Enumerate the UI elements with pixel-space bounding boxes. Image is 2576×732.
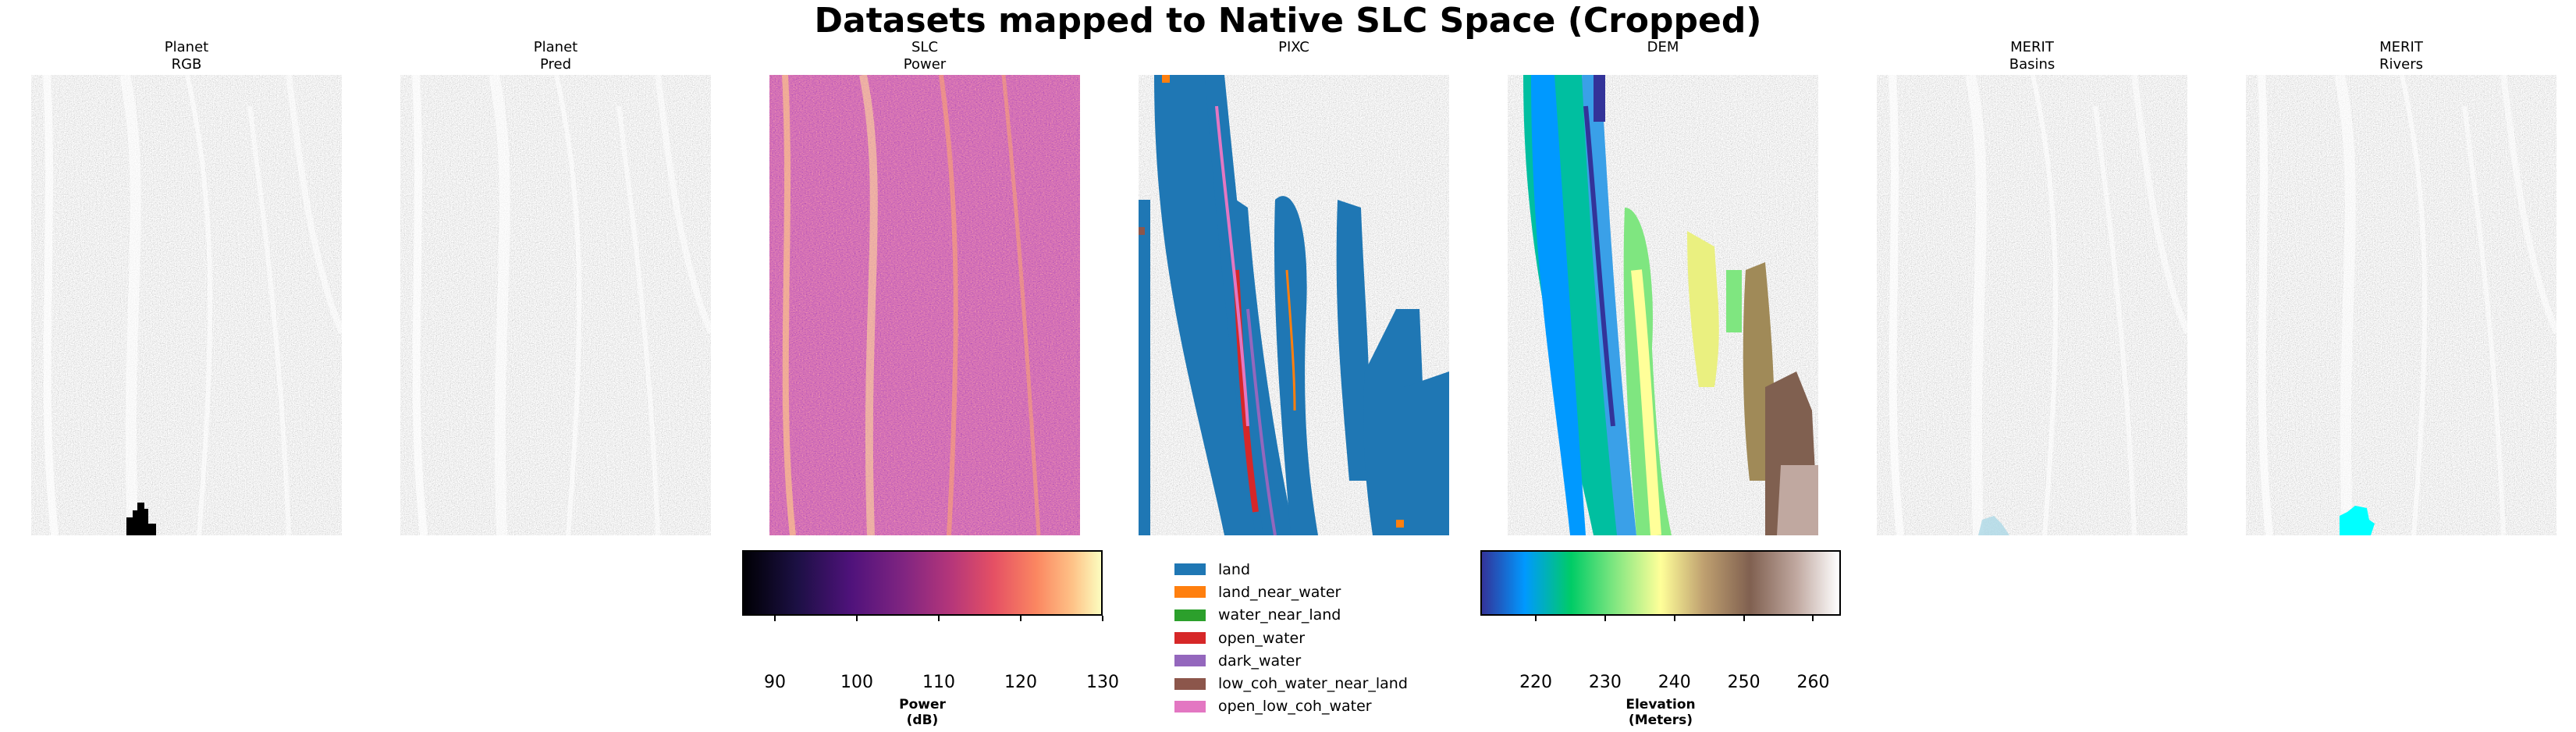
legend-label: dark_water (1218, 652, 1302, 670)
planet-pred-image (400, 75, 711, 535)
legend-swatch (1174, 586, 1206, 599)
power-tick-90 (774, 616, 776, 621)
elevation-tick-label-240: 240 (1658, 673, 1691, 692)
elevation-tick-label-230: 230 (1588, 673, 1622, 692)
panel-title-pixc: PIXC (1278, 39, 1309, 55)
panel-title-merit-basins: MERIT Basins (2009, 39, 2055, 73)
legend-swatch (1174, 563, 1206, 576)
legend-item-low-coh-water-near-land: low_coh_water_near_land (1174, 672, 1408, 695)
elevation-tick-250 (1743, 616, 1745, 621)
power-tick-label-120: 120 (1004, 673, 1037, 692)
elevation-colorbar-label: Elevation (Meters) (1626, 697, 1696, 728)
legend-item-land: land (1174, 558, 1408, 581)
pixc-image (1139, 75, 1449, 535)
panel-title-slc-power: SLC Power (903, 39, 947, 73)
legend-label: land (1218, 560, 1251, 578)
pixc-legend: land land_near_water water_near_land open_w… (1174, 558, 1408, 718)
power-tick-label-110: 110 (922, 673, 955, 692)
panel-merit-basins (1877, 75, 2187, 535)
panel-dem (1508, 75, 1818, 535)
legend-item-dark-water: dark_water (1174, 649, 1408, 672)
elevation-tick-240 (1673, 616, 1675, 621)
planet-rgb-mask (126, 503, 156, 535)
legend-item-open-low-coh-water: open_low_coh_water (1174, 695, 1408, 718)
elevation-tick-220 (1535, 616, 1537, 621)
legend-label: open_low_coh_water (1218, 698, 1372, 716)
dem-image (1508, 75, 1818, 535)
power-tick-120 (1020, 616, 1022, 621)
slc-power-image (769, 75, 1080, 535)
panel-title-merit-rivers: MERIT Rivers (2379, 39, 2423, 73)
legend-label: water_near_land (1218, 606, 1341, 624)
legend-item-water-near-land: water_near_land (1174, 604, 1408, 627)
legend-swatch (1174, 655, 1206, 667)
figure-title: Datasets mapped to Native SLC Space (Cro… (814, 1, 1762, 41)
power-tick-label-100: 100 (840, 673, 873, 692)
elevation-tick-label-250: 250 (1727, 673, 1761, 692)
panel-merit-rivers (2246, 75, 2556, 535)
merit-rivers-image (2246, 75, 2556, 535)
elevation-tick-label-260: 260 (1796, 673, 1830, 692)
legend-label: low_coh_water_near_land (1218, 675, 1408, 693)
legend-label: open_water (1218, 629, 1306, 647)
legend-item-land-near-water: land_near_water (1174, 581, 1408, 603)
legend-swatch (1174, 700, 1206, 712)
power-tick-110 (938, 616, 940, 621)
planet-rgb-image (31, 75, 342, 535)
elevation-colorbar (1480, 550, 1841, 616)
elevation-tick-label-220: 220 (1519, 673, 1553, 692)
power-colorbar (742, 550, 1103, 616)
panel-planet-pred (400, 75, 711, 535)
legend-swatch (1174, 632, 1206, 645)
panel-pixc (1139, 75, 1449, 535)
legend-swatch (1174, 677, 1206, 690)
elevation-tick-230 (1604, 616, 1606, 621)
panel-title-planet-rgb: Planet RGB (164, 39, 209, 73)
legend-label: land_near_water (1218, 583, 1341, 601)
legend-item-open-water: open_water (1174, 627, 1408, 649)
legend-swatch (1174, 609, 1206, 621)
panel-title-dem: DEM (1647, 39, 1679, 55)
power-tick-100 (856, 616, 858, 621)
power-tick-label-130: 130 (1086, 673, 1119, 692)
panel-slc-power (769, 75, 1080, 535)
power-tick-label-90: 90 (764, 673, 786, 692)
power-colorbar-label: Power (dB) (899, 697, 946, 728)
panel-title-planet-pred: Planet Pred (533, 39, 578, 73)
panel-planet-rgb (31, 75, 342, 535)
merit-basins-image (1877, 75, 2187, 535)
elevation-tick-260 (1812, 616, 1814, 621)
power-tick-130 (1102, 616, 1103, 621)
